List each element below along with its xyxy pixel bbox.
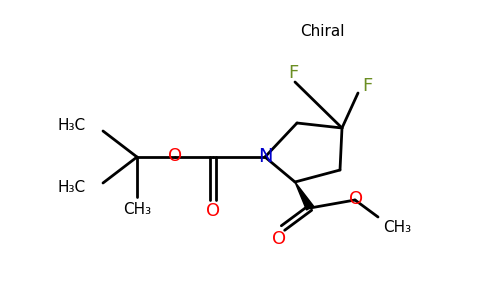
Text: Chiral: Chiral (300, 25, 344, 40)
Text: O: O (349, 190, 363, 208)
Text: F: F (362, 77, 372, 95)
Text: CH₃: CH₃ (383, 220, 411, 236)
Text: CH₃: CH₃ (123, 202, 151, 217)
Text: O: O (272, 230, 286, 248)
Text: O: O (168, 147, 182, 165)
Text: N: N (258, 148, 272, 166)
Text: F: F (288, 64, 298, 82)
Polygon shape (295, 182, 314, 210)
Text: O: O (206, 202, 220, 220)
Text: H₃C: H₃C (58, 118, 86, 134)
Text: H₃C: H₃C (58, 181, 86, 196)
